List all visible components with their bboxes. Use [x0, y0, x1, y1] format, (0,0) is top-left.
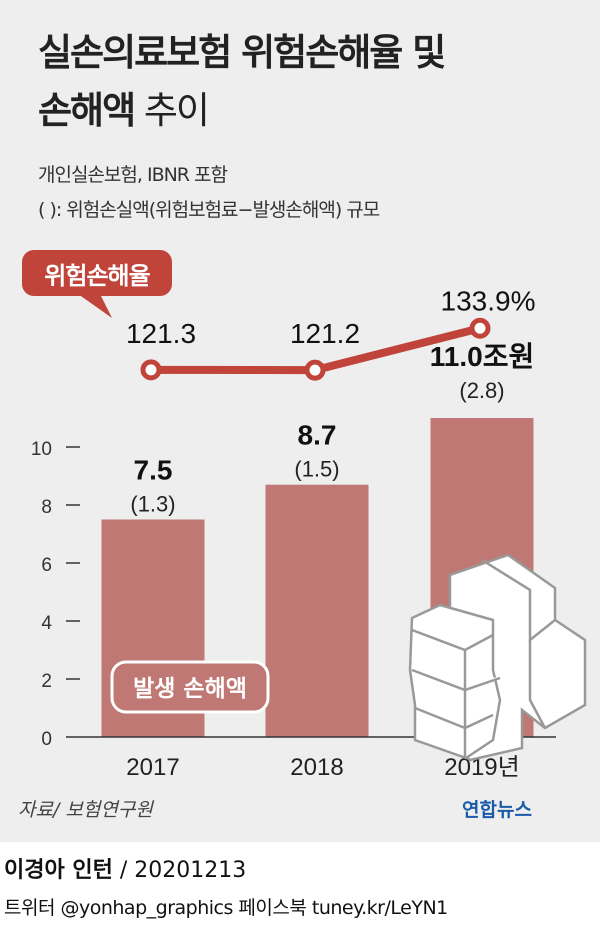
bar-value-label: 7.5	[134, 455, 173, 486]
subtitle-1: 개인실손보험, IBNR 포함	[38, 164, 228, 186]
bar-sub-label: (2.8)	[459, 378, 504, 403]
credit-name: 이경아 인턴	[4, 858, 113, 883]
x-tick-label: 2018	[290, 754, 343, 781]
subtitle-2: ( ): 위험손실액(위험보험료−발생손해액) 규모	[38, 199, 380, 221]
y-tick-label: 8	[41, 497, 52, 518]
credit: 이경아 인턴 / 20201213	[4, 852, 246, 884]
line-point-2017	[140, 359, 162, 381]
y-tick-label: 0	[41, 729, 52, 750]
line-legend-badge: 위험손해율	[22, 250, 172, 296]
badge-tail	[78, 294, 112, 318]
title-line1: 실손의료보험 위험손해율 및	[38, 31, 446, 74]
credit-date: / 20201213	[112, 858, 247, 883]
bar-sub-label: (1.5)	[294, 457, 339, 482]
y-tick-label: 4	[41, 613, 52, 634]
yonhap-logo: 연합뉴스	[462, 799, 532, 821]
title-line2: 손해액 추이	[38, 80, 210, 134]
y-tick-label: 10	[31, 439, 52, 460]
y-tick-label: 2	[41, 671, 52, 692]
line-value-label: 121.3	[126, 318, 196, 349]
bar-legend-badge	[110, 660, 270, 714]
bar-value-label: 11.0조원	[430, 341, 534, 372]
bar-value-label: 8.7	[298, 420, 337, 451]
line-value-label: 121.2	[290, 318, 360, 349]
x-tick-label: 2017	[126, 754, 179, 781]
medical-cross-illustration	[408, 553, 587, 762]
chart-svg: 024681020177.5(1.3)20188.7(1.5)2019년11.0…	[31, 285, 587, 781]
title-rest: 추이	[134, 89, 210, 132]
title-bold: 손해액	[38, 89, 136, 132]
line-point-2019년	[469, 317, 491, 339]
source: 자료/ 보험연구원	[18, 799, 153, 821]
line-point-2018	[304, 359, 326, 381]
bar-sub-label: (1.3)	[130, 492, 175, 517]
social-links: 트위터 @yonhap_graphics 페이스북 tuney.kr/LeYN1	[4, 897, 448, 919]
line-value-label: 133.9%	[441, 285, 536, 316]
bar-legend-label: 발생 손해액	[133, 676, 247, 702]
bar-2018	[265, 484, 369, 737]
y-tick-label: 6	[41, 555, 52, 576]
